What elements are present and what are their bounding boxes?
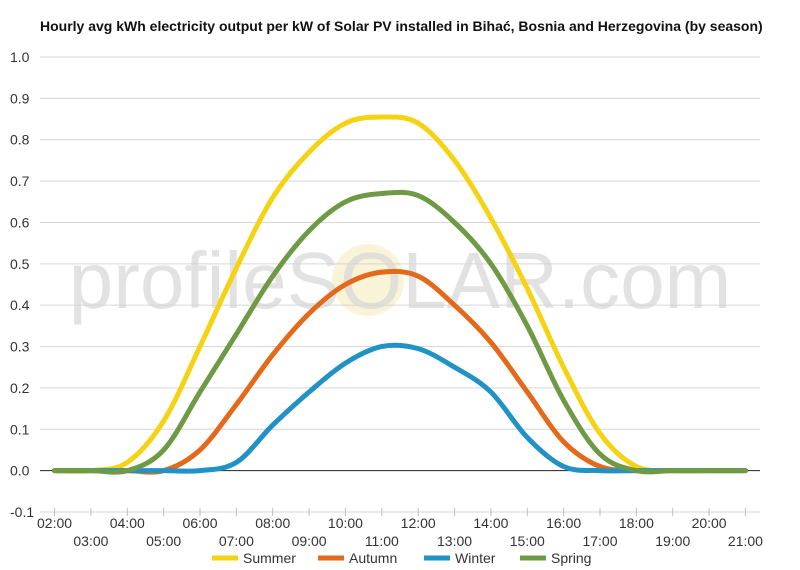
- x-tick-label: 07:00: [219, 533, 254, 549]
- x-tick-label: 06:00: [182, 515, 217, 531]
- legend-label-winter: Winter: [455, 550, 496, 566]
- y-tick-label: 0.6: [10, 214, 30, 230]
- x-tick-label: 04:00: [110, 515, 145, 531]
- legend: Summer Autumn Winter Spring: [212, 550, 591, 566]
- x-tick-label: 15:00: [510, 533, 545, 549]
- legend-label-summer: Summer: [243, 550, 296, 566]
- x-tick-label: 03:00: [73, 533, 108, 549]
- y-tick-label: 0.0: [10, 463, 30, 479]
- y-tick-label: -0.1: [10, 504, 34, 520]
- chart-title: Hourly avg kWh electricity output per kW…: [40, 18, 763, 34]
- watermark: profileSOLAR.com: [69, 236, 731, 325]
- x-tick-label: 09:00: [292, 533, 327, 549]
- y-tick-label: 0.7: [10, 173, 30, 189]
- x-tick-label: 18:00: [619, 515, 654, 531]
- x-tick-label: 12:00: [401, 515, 436, 531]
- watermark-sun-icon: [332, 244, 404, 316]
- legend-label-autumn: Autumn: [349, 550, 397, 566]
- y-tick-label: 0.8: [10, 132, 30, 148]
- y-tick-label: 0.4: [10, 297, 30, 313]
- x-tick-label: 08:00: [255, 515, 290, 531]
- series-line-summer: [52, 114, 748, 474]
- x-tick-label: 21:00: [728, 533, 763, 549]
- x-tick-label: 05:00: [146, 533, 181, 549]
- legend-label-spring: Spring: [551, 550, 591, 566]
- watermark-text: profileSOLAR.com: [69, 236, 731, 325]
- x-tick-label: 14:00: [473, 515, 508, 531]
- y-tick-label: 0.2: [10, 380, 30, 396]
- x-tick-label: 17:00: [582, 533, 617, 549]
- x-tick-label: 20:00: [692, 515, 727, 531]
- y-tick-label: 1.0: [10, 49, 30, 65]
- x-tick-label: 10:00: [328, 515, 363, 531]
- y-tick-label: 0.1: [10, 421, 30, 437]
- x-tick-label: 02:00: [37, 515, 72, 531]
- y-tick-label: 0.9: [10, 90, 30, 106]
- x-tick-label: 11:00: [365, 533, 399, 549]
- x-tick-label: 19:00: [655, 533, 690, 549]
- y-tick-label: 0.3: [10, 339, 30, 355]
- x-axis-ticks: 02:0003:0004:0005:0006:0007:0008:0009:00…: [37, 508, 763, 549]
- series-lines: [52, 114, 748, 475]
- y-axis-ticks: 1.0 0.9 0.8 0.7 0.6 0.5 0.4 0.3 0.2 0.1 0.0 -0.1: [10, 49, 34, 520]
- y-tick-label: 0.5: [10, 256, 30, 272]
- x-tick-label: 16:00: [546, 515, 581, 531]
- x-tick-label: 13:00: [437, 533, 472, 549]
- series-line-spring: [52, 189, 748, 475]
